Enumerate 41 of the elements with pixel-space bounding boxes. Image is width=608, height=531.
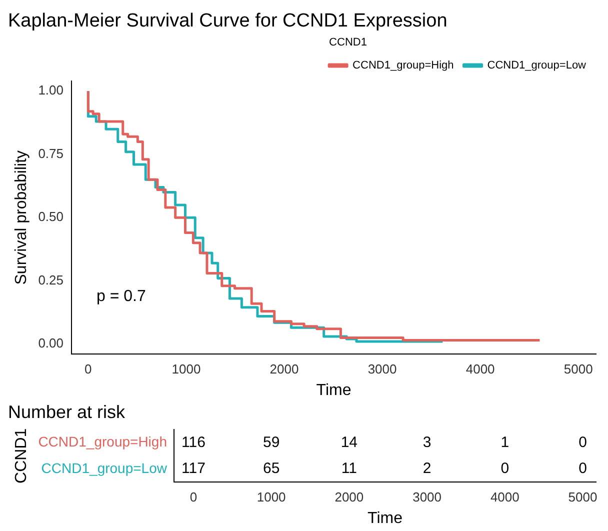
chart-title: Kaplan-Meier Survival Curve for CCND1 Expression [8, 10, 448, 32]
data-label: 0 [578, 460, 587, 478]
data-label: 65 [262, 460, 280, 478]
legend-label: CCND1_group=High [352, 60, 454, 72]
x-tick-label: 4000 [466, 362, 495, 377]
data-label: 0 [578, 434, 587, 451]
data-label: 14 [340, 434, 358, 451]
y-tick-label: CCND1_group=High [38, 434, 167, 450]
x-tick-label: 0 [190, 490, 198, 505]
legend-label: CCND1_group=Low [487, 60, 586, 72]
data-label: 1 [500, 434, 510, 451]
y-tick-label: 0.50 [38, 209, 64, 224]
y-tick-label: 0.75 [38, 146, 64, 161]
x-tick-label: 0 [84, 362, 92, 377]
data-label: 2 [422, 460, 432, 478]
y-tick-label: 0.25 [38, 272, 64, 288]
data-label: 117 [181, 460, 206, 478]
x-tick-label: 1000 [172, 362, 201, 377]
y-axis-title: CCND1 [13, 428, 30, 484]
x-tick-label: 3000 [368, 362, 397, 377]
x-tick-label: 5000 [564, 362, 593, 377]
y-axis-title: Survival probability [13, 150, 30, 285]
x-tick-label: 1000 [256, 490, 286, 505]
x-tick-label: 2000 [270, 362, 299, 377]
annotation: p = 0.7 [96, 288, 146, 306]
y-tick-label: CCND1_group=Low [41, 460, 168, 476]
data-label: 0 [500, 460, 510, 478]
x-tick-label: 3000 [412, 490, 442, 505]
data-label: 59 [262, 434, 280, 451]
data-label: 11 [341, 460, 357, 478]
chart-title: Number at risk [8, 402, 126, 422]
y-tick-label: 1.00 [38, 82, 64, 98]
x-tick-label: 5000 [568, 490, 598, 505]
x-tick-label: 4000 [490, 490, 520, 505]
data-label: 116 [181, 434, 206, 451]
data-label: 3 [422, 434, 432, 451]
x-tick-label: 2000 [334, 490, 364, 505]
y-tick-label: 0.00 [38, 336, 64, 351]
x-axis-title: Time [316, 382, 352, 399]
x-axis-title: Time [368, 510, 403, 527]
legend-title: CCND1 [329, 36, 367, 48]
